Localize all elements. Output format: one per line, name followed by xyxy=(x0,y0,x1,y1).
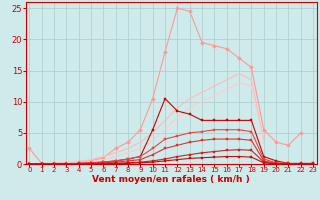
X-axis label: Vent moyen/en rafales ( km/h ): Vent moyen/en rafales ( km/h ) xyxy=(92,175,250,184)
